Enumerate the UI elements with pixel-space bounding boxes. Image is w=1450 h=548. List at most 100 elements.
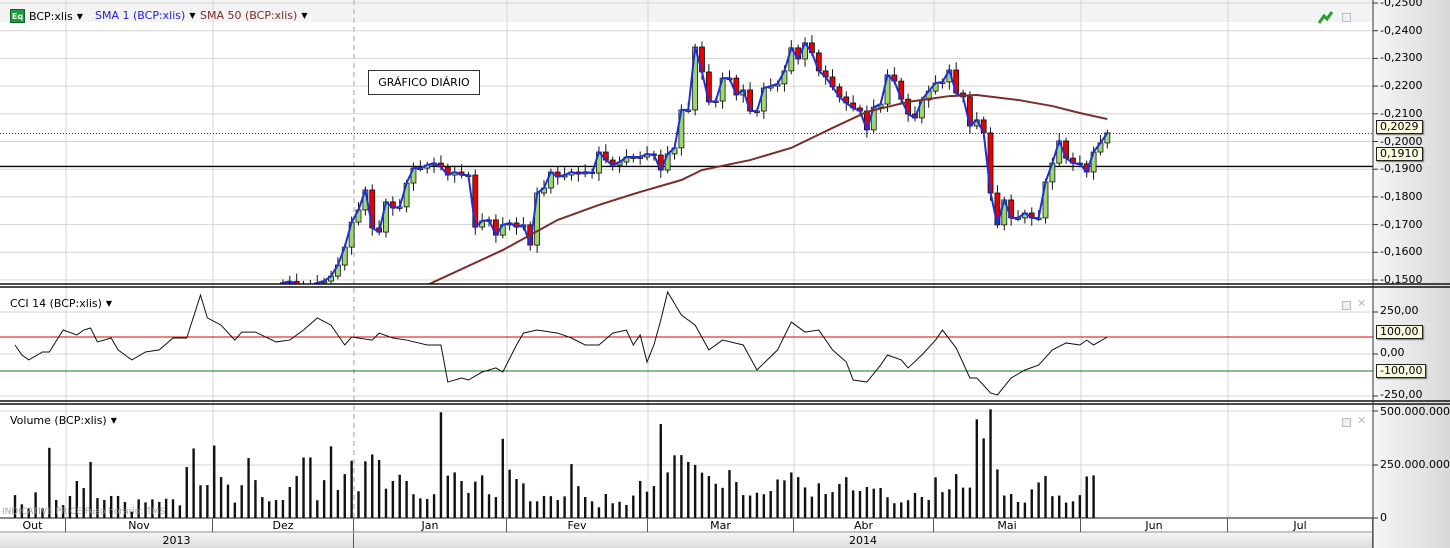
volume-bar <box>721 487 724 518</box>
watermark: INDICATIVE PRICE Fuso horário: TMS <box>2 507 166 517</box>
maximize-panel-icon[interactable] <box>1342 301 1351 310</box>
volume-bar <box>281 500 285 518</box>
volume-bar <box>75 480 79 518</box>
volume-bar <box>302 457 305 518</box>
volume-bar <box>350 460 353 518</box>
month-label: Mar <box>648 519 794 532</box>
volume-bar <box>185 467 188 518</box>
volume-bar <box>886 497 889 518</box>
dropdown-caret-icon[interactable]: ▼ <box>301 11 308 20</box>
volume-bar <box>144 502 147 518</box>
close-panel-icon[interactable]: ✕ <box>1357 414 1367 427</box>
volume-bar <box>480 475 484 518</box>
price-tick: -0,2200 <box>1380 79 1423 93</box>
volume-bar <box>941 492 944 518</box>
volume-bar <box>426 498 429 518</box>
trend-chart-icon[interactable] <box>1318 10 1334 24</box>
volume-bar <box>549 496 553 518</box>
volume-tick: 500.000.000 <box>1380 405 1450 418</box>
volume-bar <box>474 481 477 518</box>
volume-bar <box>247 458 250 518</box>
volume-bar <box>542 495 546 518</box>
volume-bar <box>913 492 917 518</box>
month-label: Nov <box>66 519 213 532</box>
volume-bar <box>687 461 690 518</box>
price-series <box>280 35 1111 284</box>
volume-bar <box>597 507 601 518</box>
volume-bar <box>563 496 566 518</box>
volume-bar <box>604 494 608 518</box>
volume-bar <box>158 501 161 518</box>
volume-bar <box>288 486 291 518</box>
volume-bar <box>48 447 51 518</box>
last-price-tag: 0,2029 <box>1376 120 1423 134</box>
volume-bar <box>810 496 814 518</box>
volume-bar <box>570 464 573 518</box>
volume-bar <box>1064 502 1068 518</box>
year-label: 2014 <box>354 533 1373 548</box>
cci-label: CCI 14 (BCP:xlis) <box>10 297 102 310</box>
volume-bar <box>178 505 182 518</box>
volume-bar <box>865 486 869 518</box>
annotation-box[interactable]: GRÁFICO DIÁRIO <box>368 70 480 95</box>
volume-bar <box>817 483 820 518</box>
volume-tick: 250.000.000 <box>1380 458 1450 471</box>
volume-bar <box>858 491 862 518</box>
sma1-legend[interactable]: SMA 1 (BCP:xlis) ▼ <box>95 9 195 22</box>
maximize-panel-icon[interactable] <box>1342 13 1351 22</box>
volume-bar <box>130 511 133 518</box>
volume-bar <box>968 487 972 518</box>
volume-bar <box>96 498 99 518</box>
volume-bar <box>577 486 580 518</box>
volume-bar <box>659 424 662 518</box>
volume-bar <box>982 438 985 518</box>
volume-bar <box>1003 495 1006 518</box>
volume-bar <box>522 483 525 518</box>
volume-bar <box>934 477 937 518</box>
symbol-legend[interactable]: Eq BCP:xlis ▼ <box>10 9 83 23</box>
legend-strip <box>0 0 1373 22</box>
volume-bar <box>783 480 786 518</box>
dropdown-caret-icon[interactable]: ▼ <box>110 416 117 425</box>
month-label: Jan <box>354 519 507 532</box>
dropdown-caret-icon[interactable]: ▼ <box>189 11 196 20</box>
dropdown-caret-icon[interactable]: ▼ <box>76 11 83 21</box>
month-label: Mai <box>934 519 1081 532</box>
dropdown-caret-icon[interactable]: ▼ <box>105 299 113 308</box>
volume-bar <box>872 488 875 518</box>
volume-bar <box>336 489 340 518</box>
volume-legend[interactable]: Volume (BCP:xlis) ▼ <box>10 414 117 427</box>
volume-bar <box>803 487 807 518</box>
volume-bar <box>1058 495 1061 518</box>
volume-bar <box>329 446 333 518</box>
volume-bar <box>748 495 752 518</box>
volume-bar <box>439 412 443 518</box>
volume-bar <box>55 500 58 518</box>
volume-bar <box>377 460 381 518</box>
volume-bar <box>769 491 772 518</box>
volume-bar <box>41 508 44 518</box>
volume-bar <box>700 472 704 518</box>
month-label: Jun <box>1081 519 1228 532</box>
volume-bar <box>1009 494 1013 518</box>
volume-bar <box>240 485 243 518</box>
volume-bar <box>1030 489 1033 518</box>
year-label: 2013 <box>0 533 354 548</box>
volume-bar <box>796 477 800 518</box>
volume-bar <box>961 487 965 518</box>
sma50-legend[interactable]: SMA 50 (BCP:xlis) ▼ <box>200 9 307 22</box>
volume-bar <box>508 469 511 518</box>
volume-bar <box>1023 502 1027 518</box>
volume-bar <box>735 482 738 518</box>
volume-bar <box>1085 476 1088 518</box>
cci-legend[interactable]: CCI 14 (BCP:xlis) ▼ <box>10 297 112 310</box>
volume-bar <box>1037 482 1040 518</box>
sma1-line <box>282 40 1109 284</box>
maximize-panel-icon[interactable] <box>1342 418 1351 427</box>
volume-bar <box>137 499 140 518</box>
volume-bar <box>529 501 532 518</box>
close-panel-icon[interactable]: ✕ <box>1357 297 1367 310</box>
volume-bar <box>755 492 759 518</box>
month-label: Out <box>0 519 66 532</box>
